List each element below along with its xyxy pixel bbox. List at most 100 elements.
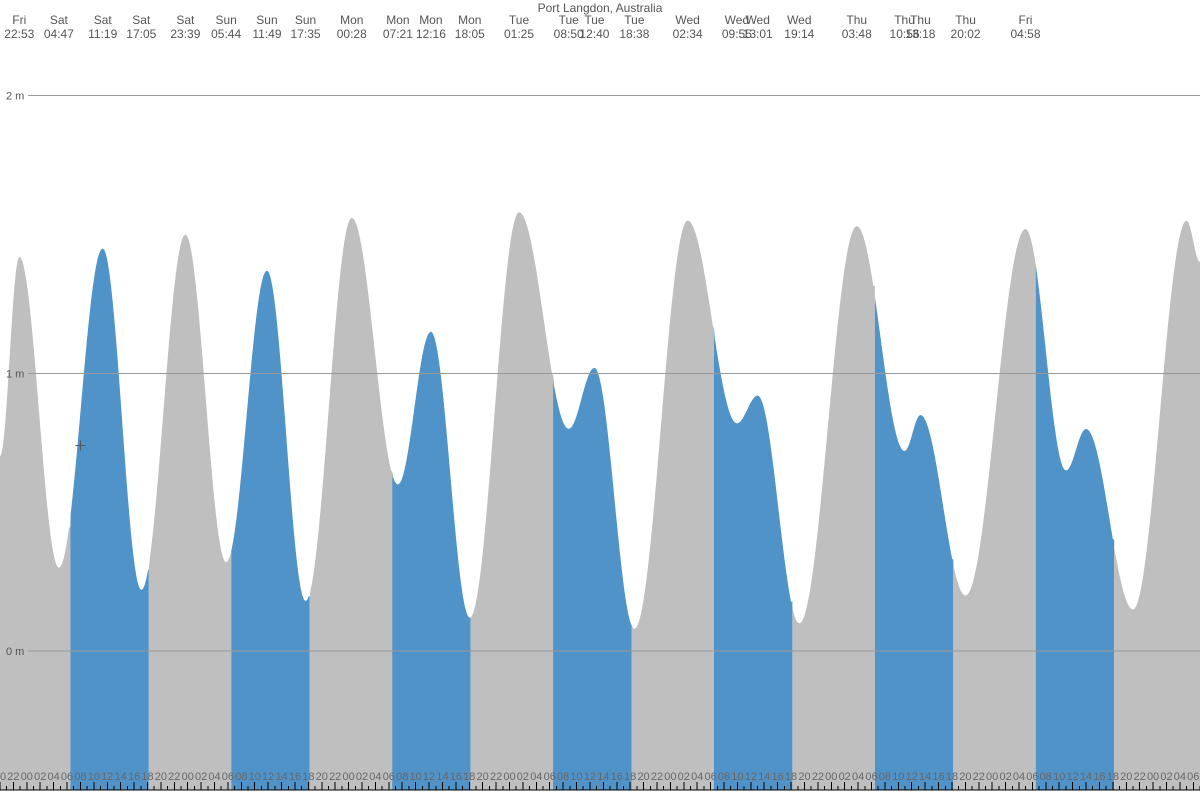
extreme-day: Thu [910, 13, 931, 27]
extreme-time: 12:16 [416, 27, 446, 41]
x-tick-label: 20 [477, 771, 489, 783]
x-tick-label: 22 [973, 771, 985, 783]
extreme-day: Thu [846, 13, 867, 27]
extreme-time: 04:58 [1010, 27, 1040, 41]
extreme-day: Sun [256, 13, 277, 27]
extreme-day: Fri [12, 13, 26, 27]
x-tick-label: 16 [611, 771, 623, 783]
x-tick-label: 20 [959, 771, 971, 783]
x-tick-label: 00 [342, 771, 354, 783]
x-tick-label: 08 [1040, 771, 1052, 783]
x-tick-label: 16 [932, 771, 944, 783]
tide-chart: 0 m1 m2 m2022000204060810121416182022000… [0, 0, 1200, 800]
x-tick-label: 14 [1080, 771, 1092, 783]
extreme-day: Fri [1018, 13, 1032, 27]
x-tick-label: 02 [356, 771, 368, 783]
extreme-day: Sat [50, 13, 69, 27]
x-tick-label: 20 [1120, 771, 1132, 783]
x-tick-label: 20 [798, 771, 810, 783]
x-tick-label: 14 [758, 771, 770, 783]
extreme-time: 04:47 [44, 27, 74, 41]
x-tick-label: 12 [906, 771, 918, 783]
extreme-time: 05:44 [211, 27, 241, 41]
extreme-time: 11:49 [252, 27, 281, 41]
x-tick-label: 18 [302, 771, 314, 783]
extreme-day: Mon [458, 13, 481, 27]
x-tick-label: 10 [731, 771, 743, 783]
x-tick-label: 00 [503, 771, 515, 783]
x-tick-label: 04 [852, 771, 864, 783]
x-tick-label: 00 [825, 771, 837, 783]
x-tick-label: 20 [637, 771, 649, 783]
extreme-time: 03:48 [842, 27, 872, 41]
x-tick-label: 18 [463, 771, 475, 783]
extreme-day: Mon [340, 13, 363, 27]
x-tick-label: 02 [195, 771, 207, 783]
x-tick-label: 08 [74, 771, 86, 783]
x-tick-label: 02 [839, 771, 851, 783]
x-tick-label: 18 [946, 771, 958, 783]
x-tick-label: 04 [208, 771, 220, 783]
extreme-day: Sun [215, 13, 236, 27]
x-tick-label: 00 [986, 771, 998, 783]
x-tick-label: 22 [329, 771, 341, 783]
x-tick-label: 10 [410, 771, 422, 783]
extreme-time: 22:53 [4, 27, 34, 41]
x-tick-label: 12 [423, 771, 435, 783]
extreme-time: 18:05 [455, 27, 485, 41]
x-tick-label: 12 [262, 771, 274, 783]
y-axis-label: 0 m [6, 646, 24, 658]
x-tick-label: 22 [1134, 771, 1146, 783]
x-tick-label: 02 [678, 771, 690, 783]
x-tick-label: 06 [222, 771, 234, 783]
extreme-time: 19:14 [784, 27, 814, 41]
x-tick-label: 22 [7, 771, 19, 783]
extreme-time: 01:25 [504, 27, 534, 41]
x-tick-label: 10 [249, 771, 261, 783]
x-tick-label: 12 [101, 771, 113, 783]
extreme-day: Mon [386, 13, 409, 27]
x-tick-label: 00 [21, 771, 33, 783]
x-tick-label: 04 [369, 771, 381, 783]
extreme-time: 17:05 [126, 27, 156, 41]
x-tick-label: 20 [0, 771, 6, 783]
x-tick-label: 14 [275, 771, 287, 783]
x-tick-label: 16 [772, 771, 784, 783]
x-tick-label: 22 [168, 771, 180, 783]
x-tick-label: 14 [436, 771, 448, 783]
extreme-day: Tue [624, 13, 645, 27]
x-tick-label: 08 [235, 771, 247, 783]
y-axis-label: 2 m [6, 91, 24, 103]
x-tick-label: 20 [316, 771, 328, 783]
x-tick-label: 04 [691, 771, 703, 783]
extreme-time: 13:01 [743, 27, 773, 41]
x-tick-label: 08 [718, 771, 730, 783]
extreme-time: 11:19 [88, 27, 117, 41]
extreme-day: Sat [176, 13, 195, 27]
extreme-time: 23:39 [170, 27, 200, 41]
x-tick-label: 08 [879, 771, 891, 783]
x-tick-label: 04 [1174, 771, 1186, 783]
x-tick-label: 06 [383, 771, 395, 783]
x-tick-label: 10 [88, 771, 100, 783]
x-tick-label: 10 [892, 771, 904, 783]
x-tick-label: 16 [450, 771, 462, 783]
extreme-time: 17:35 [291, 27, 321, 41]
x-tick-label: 12 [745, 771, 757, 783]
x-tick-label: 14 [597, 771, 609, 783]
x-tick-label: 06 [704, 771, 716, 783]
extreme-time: 13:18 [905, 27, 935, 41]
x-tick-label: 02 [1160, 771, 1172, 783]
extreme-time: 18:38 [619, 27, 649, 41]
extreme-time: 12:40 [579, 27, 609, 41]
x-tick-label: 20 [155, 771, 167, 783]
x-tick-label: 06 [544, 771, 556, 783]
x-tick-label: 06 [1187, 771, 1199, 783]
x-tick-label: 18 [1107, 771, 1119, 783]
x-tick-label: 16 [1093, 771, 1105, 783]
extreme-day: Sat [132, 13, 151, 27]
extreme-time: 00:28 [337, 27, 367, 41]
x-tick-label: 22 [812, 771, 824, 783]
x-tick-label: 00 [1147, 771, 1159, 783]
x-tick-label: 00 [182, 771, 194, 783]
